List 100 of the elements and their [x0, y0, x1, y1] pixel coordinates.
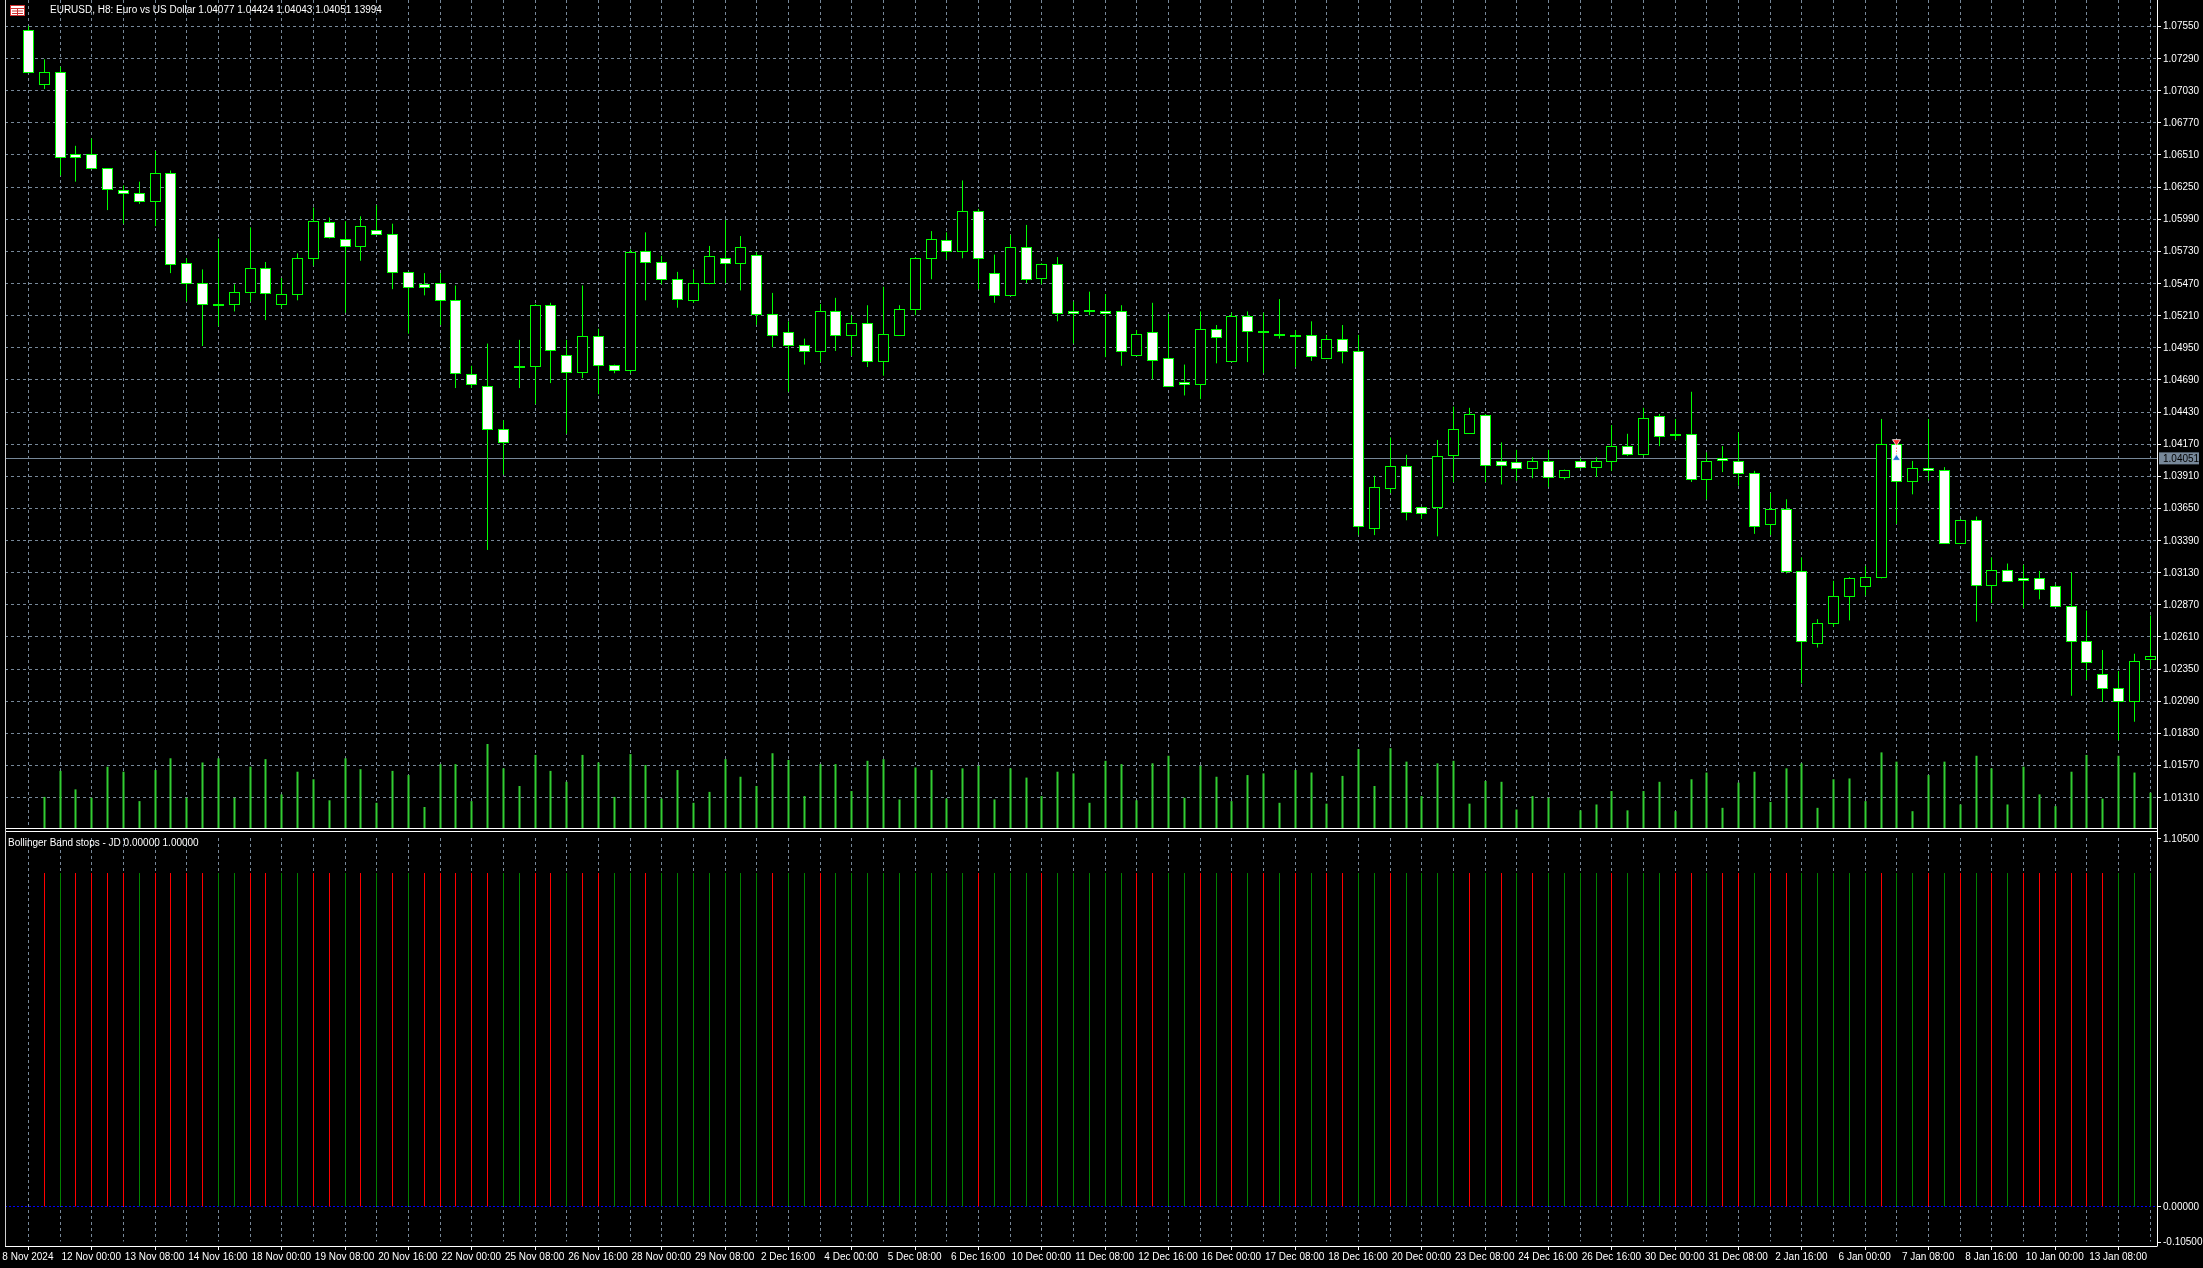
candlestick	[1179, 364, 1190, 396]
x-tick-label: 13 Jan 08:00	[2089, 1251, 2148, 1262]
y-tick-label: 1.05470	[2163, 277, 2200, 289]
bar	[581, 754, 584, 828]
bar	[43, 796, 46, 828]
candlestick	[213, 238, 224, 327]
bar	[1405, 761, 1408, 828]
chart-title: EURUSD, H8: Euro vs US Dollar 1.04077 1.04424 1.04043 1.04051 13994	[50, 4, 383, 15]
candlestick	[403, 271, 414, 335]
bar	[1753, 771, 1756, 828]
bar	[1120, 764, 1123, 828]
bar	[1199, 765, 1202, 828]
bar	[1500, 781, 1503, 828]
x-tick-label: 29 Nov 08:00	[694, 1251, 755, 1262]
bar	[787, 759, 790, 828]
x-tick-label: 22 Nov 00:00	[441, 1251, 502, 1262]
bar	[1895, 761, 1898, 828]
bar	[201, 762, 204, 828]
candlestick	[720, 219, 731, 284]
bar	[1927, 775, 1930, 828]
candlestick	[830, 297, 841, 352]
candlestick	[1955, 518, 1966, 544]
candlestick	[1084, 291, 1095, 316]
bar	[1515, 809, 1518, 828]
bar	[2085, 754, 2088, 828]
bar	[724, 759, 727, 828]
bar	[1848, 778, 1851, 828]
candlestick	[1100, 293, 1111, 358]
bar	[977, 765, 980, 828]
bar	[1167, 755, 1170, 828]
candlestick	[767, 292, 778, 348]
bar	[90, 797, 93, 828]
bar	[296, 771, 299, 828]
bar	[945, 798, 948, 828]
y-tick-label: 1.04690	[2163, 373, 2200, 385]
candlestick	[1131, 329, 1142, 356]
bar	[692, 802, 695, 828]
bar	[169, 758, 172, 828]
bar	[1880, 752, 1883, 828]
candlestick	[1606, 424, 1617, 472]
bar	[1816, 807, 1819, 828]
y-tick-label: 1.06770	[2163, 116, 2200, 128]
candlestick	[1242, 310, 1253, 363]
chart-title: Bollinger Band stops - JD 0.00000 1.00000	[8, 837, 200, 848]
bar	[1864, 801, 1867, 828]
bar	[2022, 766, 2025, 828]
bar	[2149, 792, 2152, 828]
bar	[1072, 773, 1075, 828]
bar	[803, 796, 806, 828]
bar	[264, 759, 267, 828]
bar	[597, 762, 600, 828]
y-tick-label: 1.03130	[2163, 566, 2200, 578]
bar	[1262, 773, 1265, 828]
y-tick-label: 1.04170	[2163, 438, 2200, 450]
candlestick	[1211, 324, 1222, 364]
x-tick-label: 20 Dec 00:00	[1391, 1251, 1452, 1262]
bar	[1025, 777, 1028, 828]
bar	[1088, 802, 1091, 828]
bar	[1040, 796, 1043, 828]
bar	[518, 786, 521, 828]
bar	[502, 768, 505, 828]
x-tick-label: 4 Dec 00:00	[824, 1251, 879, 1262]
candlestick	[1464, 407, 1475, 435]
bar	[1705, 772, 1708, 828]
candlestick	[1321, 334, 1332, 359]
candlestick	[134, 181, 145, 205]
bar	[423, 807, 426, 828]
y-tick-label: 1.07550	[2163, 20, 2200, 32]
bar	[930, 770, 933, 828]
x-tick-label: 18 Dec 16:00	[1328, 1251, 1389, 1262]
bar	[1658, 781, 1661, 828]
x-tick-label: 24 Dec 16:00	[1518, 1251, 1579, 1262]
x-tick-label: 10 Jan 00:00	[2025, 1251, 2085, 1262]
bar	[1183, 797, 1186, 828]
candlestick	[1907, 460, 1918, 495]
candlestick	[276, 277, 287, 309]
x-tick-label: 10 Dec 00:00	[1011, 1251, 1072, 1262]
y-tick-label: 1.05730	[2163, 245, 2200, 257]
candlestick	[1891, 441, 1902, 525]
y-tick-label: 1.02610	[2163, 630, 2200, 642]
bar	[866, 760, 869, 828]
bar	[1151, 763, 1154, 828]
bar	[280, 794, 283, 828]
bar	[1531, 796, 1534, 828]
bar	[1642, 791, 1645, 828]
bar	[819, 764, 822, 828]
bar	[233, 797, 236, 828]
candlestick	[1654, 413, 1665, 447]
candlestick	[672, 271, 683, 309]
x-tick-label: 12 Nov 00:00	[61, 1251, 122, 1262]
candlestick	[799, 338, 810, 366]
bar	[1278, 802, 1281, 828]
candlestick	[1258, 312, 1269, 374]
bar	[1215, 776, 1218, 828]
bar	[1990, 768, 1993, 828]
candlestick	[118, 184, 129, 225]
bar	[1769, 801, 1772, 828]
ref-line-label: 1.04051	[2163, 452, 2200, 464]
bar	[1484, 780, 1487, 828]
candlestick	[181, 257, 192, 303]
